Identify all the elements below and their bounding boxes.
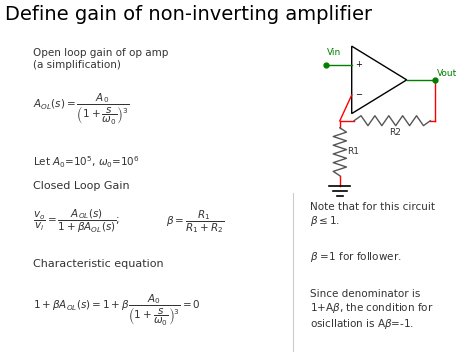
- Text: Vout: Vout: [437, 69, 457, 78]
- Text: Since denominator is
1+A$\beta$, the condition for
osicllation is A$\beta$=-1.: Since denominator is 1+A$\beta$, the con…: [310, 289, 434, 331]
- Text: R1: R1: [347, 147, 359, 156]
- Text: Open loop gain of op amp
(a simplification): Open loop gain of op amp (a simplificati…: [33, 48, 169, 70]
- Text: Let $A_0$=10$^5$, $\omega_0$=10$^6$: Let $A_0$=10$^5$, $\omega_0$=10$^6$: [33, 154, 140, 170]
- Text: Closed Loop Gain: Closed Loop Gain: [33, 181, 130, 191]
- Text: $\dfrac{v_o}{v_i} = \dfrac{A_{OL}(s)}{1+\beta A_{OL}(s)}$;: $\dfrac{v_o}{v_i} = \dfrac{A_{OL}(s)}{1+…: [33, 208, 120, 235]
- Text: R2: R2: [389, 128, 401, 137]
- Text: +: +: [355, 60, 362, 69]
- Text: $\beta$ =1 for follower.: $\beta$ =1 for follower.: [310, 250, 402, 264]
- Text: Define gain of non-inverting amplifier: Define gain of non-inverting amplifier: [5, 5, 372, 24]
- Text: $1+\beta A_{OL}(s) = 1+\beta\dfrac{A_0}{\left(1+\dfrac{s}{\omega_0}\right)^3} = : $1+\beta A_{OL}(s) = 1+\beta\dfrac{A_0}{…: [33, 293, 201, 328]
- Text: $A_{OL}(s) = \dfrac{A_0}{\left(1+\dfrac{s}{\omega_0}\right)^3}$: $A_{OL}(s) = \dfrac{A_0}{\left(1+\dfrac{…: [33, 92, 129, 127]
- Text: Characteristic equation: Characteristic equation: [33, 259, 164, 269]
- Text: −: −: [355, 91, 362, 99]
- Text: Vin: Vin: [327, 48, 341, 57]
- Text: Note that for this circuit
$\beta\leq$1.: Note that for this circuit $\beta\leq$1.: [310, 202, 436, 228]
- Text: $\beta = \dfrac{R_1}{R_1+R_2}$: $\beta = \dfrac{R_1}{R_1+R_2}$: [166, 208, 224, 235]
